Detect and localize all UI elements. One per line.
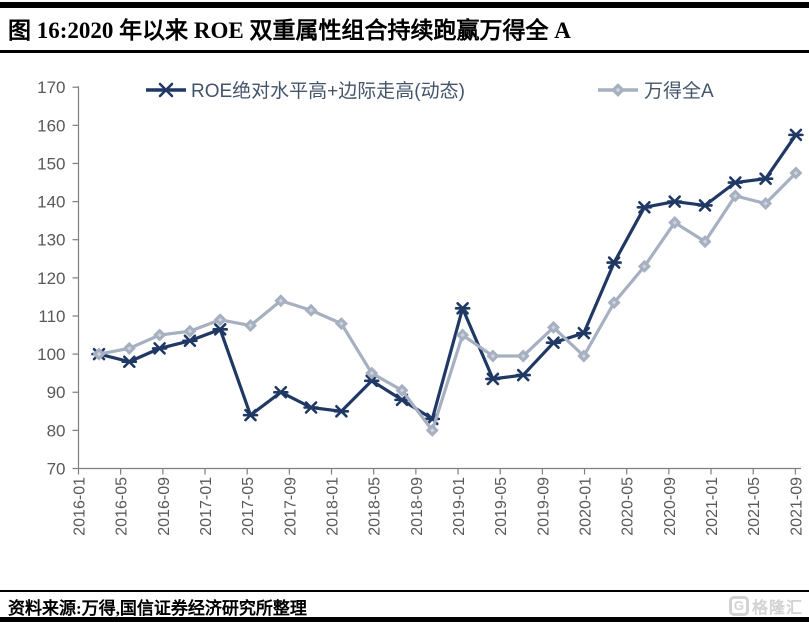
legend-label-0: ROE绝对水平高+边际走高(动态): [191, 80, 465, 102]
source-note: 资料来源:万得,国信证券经济研究所整理: [8, 598, 307, 618]
diamond-marker-center: [733, 193, 738, 199]
figure-title: 图 16:2020 年以来 ROE 双重属性组合持续跑赢万得全 A: [8, 18, 571, 43]
diamond-marker-center: [490, 353, 496, 359]
x-star-marker: [666, 195, 683, 208]
x-tick-label: 2021-09: [788, 477, 805, 536]
diamond-marker-center: [551, 325, 556, 330]
x-tick-label: 2020-05: [620, 477, 637, 536]
x-tick-label: 2016-05: [114, 477, 131, 536]
diamond-marker-center: [308, 308, 314, 313]
x-tick-label: 2021-05: [746, 477, 763, 536]
gelonghui-logo-icon: G: [728, 596, 749, 616]
diamond-marker-center: [520, 353, 526, 359]
x-tick-label: 2016-01: [72, 477, 89, 536]
x-tick-label: 2019-05: [493, 477, 510, 536]
diamond-marker-center: [430, 428, 435, 433]
diamond-marker-center: [672, 220, 677, 225]
x-star-marker: [636, 201, 653, 214]
legend-label-1: 万得全A: [644, 80, 714, 102]
diamond-marker-center: [339, 321, 344, 326]
diamond-marker-center: [127, 346, 132, 351]
x-star-marker: [333, 405, 350, 418]
legend: ROE绝对水平高+边际走高(动态) 万得全A: [146, 80, 714, 102]
diamond-marker-center: [399, 388, 405, 393]
gelonghui-logo-text: 格隆汇: [751, 600, 803, 617]
x-tick-label: 2017-09: [282, 477, 299, 536]
y-tick-label: 170: [37, 78, 65, 97]
x-star-marker: [697, 199, 713, 212]
x-star-marker: [788, 128, 804, 142]
top-border: [0, 2, 809, 8]
diamond-marker-center: [460, 332, 465, 338]
line-chart: 70 80 90 100 110 120 130 140 150 160 170 2016-01 201…: [0, 53, 809, 590]
x-tick-label: 2017-01: [198, 477, 215, 536]
diamond-marker-center: [581, 353, 587, 359]
x-axis-labels: 2016-01 2016-05 2016-09 2017-01 2017-05 2017-…: [72, 477, 806, 536]
diamond-marker-center: [702, 239, 708, 244]
y-tick-label: 140: [37, 193, 65, 212]
x-star-marker: [212, 323, 228, 336]
x-star-marker: [485, 372, 501, 386]
diamond-marker-center: [187, 329, 193, 334]
y-tick-label: 70: [47, 460, 66, 479]
y-tick-label: 150: [37, 154, 65, 173]
x-star-marker: [515, 368, 531, 382]
y-tick-label: 90: [47, 383, 66, 402]
diamond-marker-center: [793, 170, 799, 176]
x-star-marker: [242, 408, 259, 422]
y-tick-label: 80: [47, 421, 66, 440]
x-tick-label: 2018-09: [409, 477, 426, 536]
x-star-marker: [157, 82, 175, 98]
axes: [72, 86, 801, 475]
x-star-marker: [454, 302, 471, 315]
x-star-marker: [121, 355, 138, 369]
series-0-line: [97, 133, 798, 421]
diamond-marker-center: [615, 87, 621, 93]
x-star-marker: [757, 172, 774, 186]
x-star-marker: [182, 334, 198, 348]
x-star-marker: [273, 385, 289, 399]
diamond-marker-center: [763, 201, 768, 206]
x-tick-label: 2018-01: [325, 477, 342, 536]
bottom-border: [0, 617, 809, 622]
series-1-group: [92, 166, 803, 437]
y-tick-label: 120: [37, 269, 65, 288]
figure-footer: 资料来源:万得,国信证券经济研究所整理 G 格隆汇: [8, 594, 803, 618]
y-axis-labels: 70 80 90 100 110 120 130 140 150 160 170: [37, 78, 65, 478]
x-star-marker: [363, 374, 380, 388]
x-star-marker: [303, 401, 319, 414]
x-star-marker: [727, 176, 744, 189]
gelonghui-logo: G 格隆汇: [728, 594, 803, 618]
diamond-marker-center: [157, 332, 162, 338]
x-tick-label: 2018-05: [367, 477, 384, 536]
diamond-marker-center: [217, 317, 223, 322]
footer-divider: [0, 590, 809, 592]
x-star-marker: [606, 256, 622, 269]
y-tick-label: 130: [37, 231, 65, 250]
x-tick-label: 2019-09: [535, 477, 552, 536]
y-tick-label: 100: [37, 345, 65, 364]
diamond-marker-center: [248, 323, 253, 328]
x-tick-label: 2020-01: [578, 477, 595, 536]
x-star-marker: [545, 336, 562, 349]
title-divider: [0, 50, 809, 53]
x-star-marker: [576, 326, 592, 340]
series-0-group: [91, 128, 804, 426]
diamond-marker-center: [96, 351, 102, 357]
diamond-marker-center: [642, 264, 647, 269]
y-tick-label: 160: [37, 116, 65, 135]
y-tick-label: 110: [38, 307, 65, 326]
x-star-marker: [151, 342, 168, 355]
x-tick-label: 2016-09: [156, 477, 173, 536]
diamond-marker-center: [369, 370, 374, 376]
series-1-line: [97, 171, 798, 432]
x-tick-label: 2017-05: [240, 477, 257, 536]
x-tick-label: 2021-01: [704, 477, 721, 536]
x-tick-label: 2020-09: [662, 477, 679, 536]
x-tick-label: 2019-01: [451, 477, 468, 536]
